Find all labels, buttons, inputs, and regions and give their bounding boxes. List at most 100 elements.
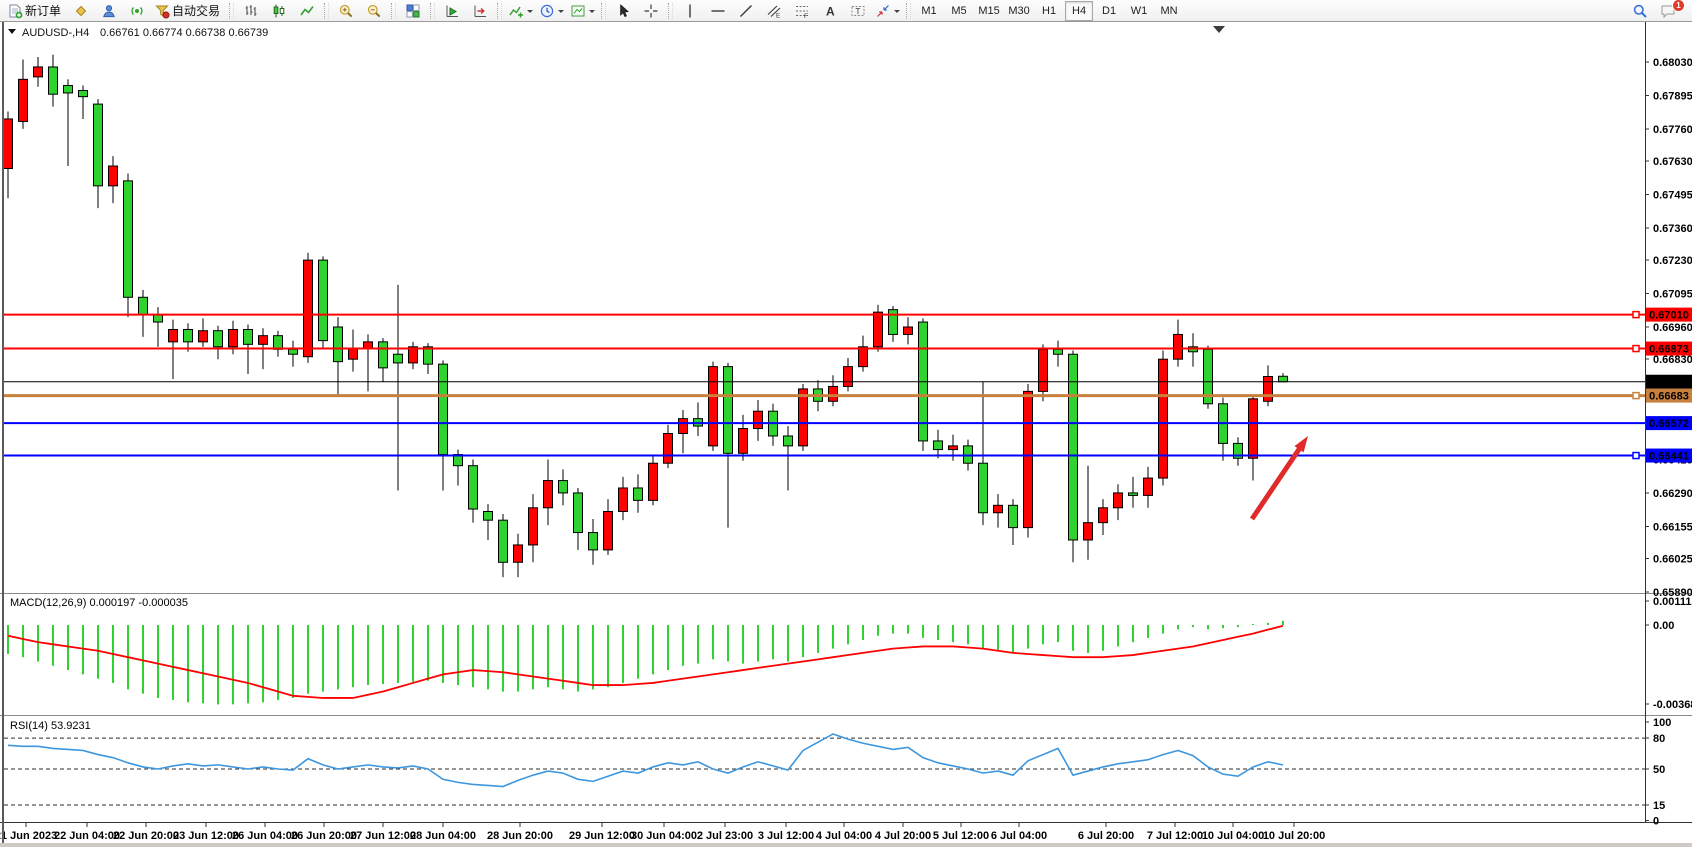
candle bbox=[438, 363, 448, 456]
zoom-out-icon bbox=[367, 4, 381, 17]
channel-button[interactable]: E bbox=[760, 0, 788, 22]
chat-button[interactable]: 1 bbox=[1654, 0, 1685, 22]
timeframe-h1-button[interactable]: H1 bbox=[1042, 4, 1057, 17]
chart-symbol-period: AUDUSD-,H4 bbox=[22, 27, 89, 39]
dropdown-caret-icon[interactable] bbox=[527, 9, 534, 16]
autoscroll-icon bbox=[446, 5, 459, 17]
line-handle[interactable] bbox=[1632, 310, 1640, 319]
svg-text:F: F bbox=[804, 13, 808, 19]
rsi-tick-label: 0 bbox=[1653, 816, 1659, 828]
indicators-icon bbox=[509, 6, 524, 17]
candle bbox=[1113, 492, 1123, 509]
price-label-text: 0.67010 bbox=[1649, 310, 1689, 322]
tile-windows-button[interactable] bbox=[399, 0, 427, 22]
time-tick-label: 7 Jul 12:00 bbox=[1147, 830, 1203, 842]
templates-button[interactable] bbox=[567, 0, 598, 22]
timeframe-h4-button[interactable]: H4 bbox=[1065, 0, 1094, 21]
timeframe-d1-button[interactable]: D1 bbox=[1102, 4, 1117, 17]
timeframe-mn-button[interactable]: MN bbox=[1160, 4, 1178, 17]
dropdown-caret-icon[interactable] bbox=[589, 9, 596, 16]
price-axis[interactable]: 0.68030 0.67895 0.67760 0.67630 0.67495 0.673… bbox=[1645, 57, 1692, 599]
candle bbox=[828, 385, 838, 402]
gold-badge-icon bbox=[75, 5, 87, 16]
macd-pane[interactable]: 0.001118 0.00 -0.003687 bbox=[7, 596, 1692, 711]
timeframe-m15-button[interactable]: M15 bbox=[978, 4, 1000, 17]
chart-menu-arrow-icon[interactable] bbox=[8, 29, 16, 34]
zoom-in-button[interactable] bbox=[332, 0, 360, 22]
fibo-icon: F bbox=[796, 5, 809, 19]
price-label-text: 0.66739 bbox=[1649, 377, 1689, 389]
candle bbox=[423, 346, 433, 365]
timeframe-m1-button[interactable]: M1 bbox=[921, 4, 937, 17]
zoom-out-button[interactable] bbox=[360, 0, 388, 22]
toolbar-separator bbox=[601, 2, 607, 19]
timeframe-m30-button[interactable]: M30 bbox=[1008, 4, 1030, 17]
time-tick-label: 6 Jul 04:00 bbox=[991, 830, 1047, 842]
chart-background bbox=[0, 22, 1692, 847]
new-order-button[interactable]: 新订单 bbox=[4, 0, 67, 22]
price-tick-label: 0.67760 bbox=[1653, 124, 1692, 136]
candle bbox=[1038, 348, 1048, 392]
periods-button[interactable] bbox=[536, 0, 567, 22]
cursor-button[interactable] bbox=[609, 0, 637, 22]
toolbar-separator bbox=[324, 2, 330, 19]
candle bbox=[48, 66, 58, 95]
dropdown-caret-icon[interactable] bbox=[894, 9, 901, 16]
vertical-line-button[interactable] bbox=[676, 0, 704, 22]
rsi-pane[interactable]: 100 80 50 15 0 bbox=[4, 717, 1671, 828]
candle bbox=[3, 118, 13, 169]
candle bbox=[558, 480, 568, 494]
auto-scroll-button[interactable] bbox=[438, 0, 466, 22]
time-tick-label: 4 Jul 04:00 bbox=[816, 830, 872, 842]
bar-chart-button[interactable] bbox=[237, 0, 265, 22]
price-label-badge bbox=[1646, 448, 1692, 463]
price-tick-label: 0.67630 bbox=[1653, 156, 1692, 168]
tiles-icon bbox=[406, 4, 420, 18]
line-handle[interactable] bbox=[1632, 391, 1640, 400]
text-icon: A bbox=[826, 4, 835, 18]
channel-icon: E bbox=[767, 5, 781, 19]
search-button[interactable] bbox=[1626, 0, 1654, 22]
arrow-annotation[interactable] bbox=[1249, 444, 1304, 521]
candle bbox=[153, 314, 163, 323]
candle bbox=[528, 507, 538, 546]
toolbar-separator bbox=[391, 2, 397, 19]
line-handle[interactable] bbox=[1632, 451, 1640, 460]
time-tick-label: 22 Jun 04:00 bbox=[54, 830, 120, 842]
chart-shift-button[interactable] bbox=[466, 0, 494, 22]
timeframe-m5-button[interactable]: M5 bbox=[951, 4, 967, 17]
candlestick-button[interactable] bbox=[265, 0, 293, 22]
trendline-button[interactable] bbox=[732, 0, 760, 22]
candle bbox=[183, 328, 193, 343]
line-chart-button[interactable] bbox=[293, 0, 321, 22]
horizontal-line-button[interactable] bbox=[704, 0, 732, 22]
time-tick-label: 2 Jul 23:00 bbox=[697, 830, 753, 842]
autotrading-button[interactable]: 自动交易 bbox=[151, 0, 226, 22]
price-chart[interactable]: 0.68030 0.67895 0.67760 0.67630 0.67495 0.673… bbox=[0, 22, 1692, 847]
indicators-button[interactable] bbox=[505, 0, 536, 22]
arrows-button[interactable] bbox=[872, 0, 903, 22]
candle bbox=[903, 326, 913, 335]
fibonacci-button[interactable]: F bbox=[788, 0, 816, 22]
arrow-annotation-head[interactable] bbox=[1294, 436, 1308, 453]
timeframe-w1-button[interactable]: W1 bbox=[1130, 4, 1148, 17]
styler-button[interactable] bbox=[67, 0, 95, 22]
text-button[interactable]: A bbox=[816, 0, 844, 22]
chart-shift-marker-icon[interactable] bbox=[1213, 26, 1225, 33]
line-chart-icon bbox=[300, 5, 314, 15]
candle bbox=[513, 544, 523, 563]
autotrade-icon bbox=[155, 5, 170, 18]
label-button[interactable]: T bbox=[844, 0, 872, 22]
candle bbox=[333, 326, 343, 363]
signals-button[interactable] bbox=[123, 0, 151, 22]
dropdown-caret-icon[interactable] bbox=[558, 9, 565, 16]
crosshair-button[interactable] bbox=[637, 0, 665, 22]
candle bbox=[348, 347, 358, 360]
time-tick-label: 6 Jul 20:00 bbox=[1078, 830, 1134, 842]
arrows-icon bbox=[877, 4, 889, 17]
line-handle[interactable] bbox=[1632, 344, 1640, 353]
price-tick-label: 0.65890 bbox=[1653, 587, 1692, 599]
profile-button[interactable] bbox=[95, 0, 123, 22]
candle bbox=[1128, 492, 1138, 496]
